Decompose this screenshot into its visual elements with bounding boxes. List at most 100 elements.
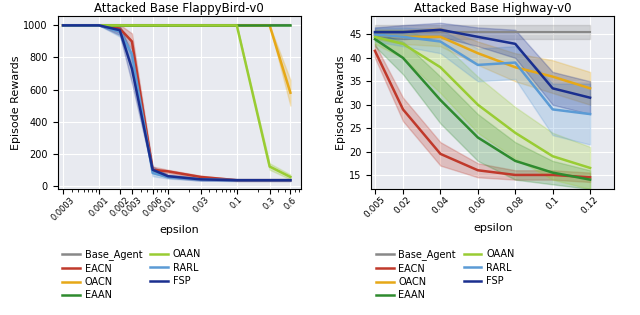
Base_Agent — [116, 24, 124, 27]
OAAN — [511, 131, 519, 135]
FSP — [266, 178, 273, 182]
RARL — [371, 32, 379, 36]
Base_Agent — [164, 24, 172, 27]
OAAN — [60, 24, 67, 27]
RARL — [60, 24, 67, 27]
OACN — [586, 86, 594, 90]
FSP — [60, 24, 67, 27]
EACN — [266, 178, 273, 182]
EAAN — [197, 24, 205, 27]
RARL — [266, 178, 273, 182]
EACN — [586, 175, 594, 179]
Base_Agent — [371, 30, 379, 34]
EACN — [116, 27, 124, 31]
FSP — [549, 86, 557, 90]
EACN — [164, 169, 172, 173]
OACN — [116, 24, 124, 27]
FSP — [436, 28, 444, 32]
Base_Agent — [197, 24, 205, 27]
EAAN — [60, 24, 67, 27]
OAAN — [586, 166, 594, 170]
Base_Agent — [128, 24, 136, 27]
Base_Agent — [474, 30, 482, 34]
FSP — [197, 177, 205, 181]
Base_Agent — [399, 30, 407, 34]
Base_Agent — [549, 30, 557, 34]
FSP — [287, 178, 294, 182]
Line: OAAN: OAAN — [63, 26, 291, 177]
Legend: Base_Agent, EACN, OACN, EAAN, OAAN, RARL, FSP: Base_Agent, EACN, OACN, EAAN, OAAN, RARL… — [376, 249, 515, 301]
RARL — [511, 61, 519, 65]
OAAN — [95, 24, 103, 27]
EACN — [549, 173, 557, 177]
Base_Agent — [149, 24, 157, 27]
OACN — [511, 66, 519, 69]
EACN — [436, 152, 444, 156]
EACN — [233, 178, 241, 182]
OACN — [164, 24, 172, 27]
EACN — [371, 49, 379, 53]
Base_Agent — [266, 24, 273, 27]
EAAN — [95, 24, 103, 27]
OACN — [95, 24, 103, 27]
OACN — [149, 24, 157, 27]
OACN — [474, 51, 482, 55]
FSP — [128, 67, 136, 71]
EACN — [149, 168, 157, 172]
RARL — [128, 52, 136, 56]
RARL — [399, 35, 407, 39]
OAAN — [116, 24, 124, 27]
Base_Agent — [586, 30, 594, 34]
EAAN — [116, 24, 124, 27]
Line: EACN: EACN — [63, 26, 291, 180]
EACN — [128, 39, 136, 43]
Line: RARL: RARL — [63, 26, 291, 180]
EAAN — [399, 56, 407, 60]
FSP — [149, 168, 157, 172]
Line: FSP: FSP — [375, 30, 590, 98]
OACN — [436, 35, 444, 39]
EAAN — [164, 24, 172, 27]
EAAN — [266, 24, 273, 27]
FSP — [233, 178, 241, 182]
FSP — [586, 96, 594, 100]
FSP — [116, 28, 124, 32]
RARL — [586, 112, 594, 116]
OAAN — [266, 165, 273, 169]
OACN — [549, 75, 557, 78]
Y-axis label: Episode Rewards: Episode Rewards — [11, 55, 20, 150]
EACN — [287, 178, 294, 182]
Line: RARL: RARL — [375, 34, 590, 114]
Base_Agent — [233, 24, 241, 27]
RARL — [95, 24, 103, 27]
EAAN — [371, 37, 379, 41]
Base_Agent — [511, 30, 519, 34]
OAAN — [128, 24, 136, 27]
RARL — [549, 107, 557, 111]
OACN — [287, 91, 294, 94]
RARL — [233, 178, 241, 182]
Line: OAAN: OAAN — [375, 37, 590, 168]
EACN — [60, 24, 67, 27]
RARL — [197, 177, 205, 181]
EAAN — [586, 178, 594, 181]
EAAN — [149, 24, 157, 27]
FSP — [95, 24, 103, 27]
OAAN — [474, 103, 482, 106]
FSP — [474, 35, 482, 39]
EAAN — [549, 171, 557, 175]
OAAN — [233, 24, 241, 27]
OAAN — [197, 24, 205, 27]
Base_Agent — [95, 24, 103, 27]
Base_Agent — [60, 24, 67, 27]
OAAN — [371, 35, 379, 39]
Base_Agent — [436, 30, 444, 34]
OACN — [233, 24, 241, 27]
FSP — [399, 30, 407, 34]
EACN — [95, 24, 103, 27]
OAAN — [164, 24, 172, 27]
Line: EACN: EACN — [375, 51, 590, 177]
Line: OACN: OACN — [375, 34, 590, 88]
RARL — [287, 178, 294, 182]
EACN — [511, 173, 519, 177]
